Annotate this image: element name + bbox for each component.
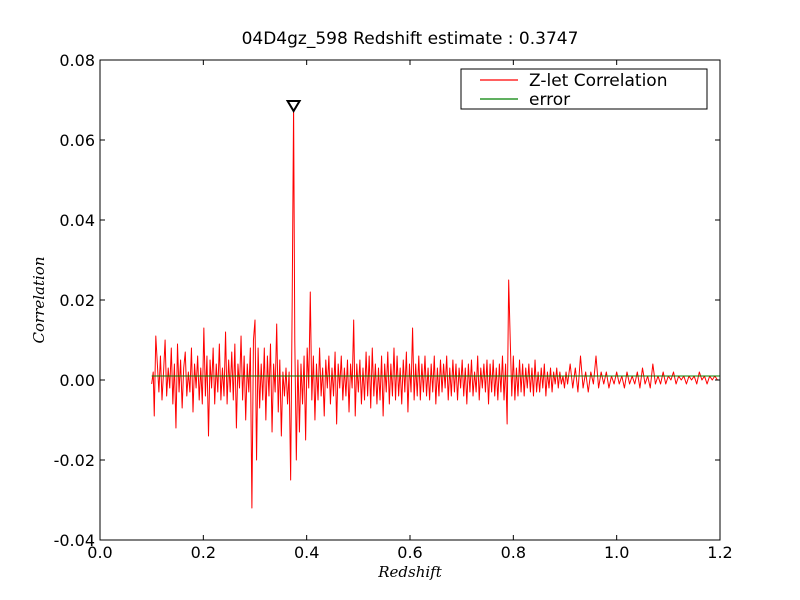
x-tick-label: 0.8 [501,543,526,562]
legend-label-error: error [529,90,570,110]
legend-label-correlation: Z-let Correlation [529,71,667,91]
legend-box [460,68,708,110]
series-layer [151,100,720,509]
chart-title: 04D4gz_598 Redshift estimate : 0.3747 [242,29,579,49]
y-tick-label: 0.02 [59,291,95,310]
y-tick-label: 0.00 [59,371,95,390]
y-tick-label: 0.04 [59,211,95,230]
y-tick-label: -0.02 [54,451,95,470]
x-tick-label: 0.6 [397,543,422,562]
series-line-correlation [151,105,720,509]
y-axis-label: Correlation [30,257,48,344]
y-tick-label: 0.06 [59,131,95,150]
x-tick-label: 1.0 [604,543,629,562]
y-tick-label: 0.08 [59,51,95,70]
x-tick-label: 1.2 [707,543,732,562]
x-axis-label: Redshift [377,563,442,581]
y-tick-label: -0.04 [54,531,95,550]
x-tick-label: 0.4 [294,543,319,562]
legend: Z-let Correlation error [460,68,708,110]
peak-marker [285,100,302,113]
x-tick-label: 0.2 [191,543,216,562]
ticks-layer: 0.0 0.2 0.4 0.6 0.8 1.0 1.2 -0.04 -0.02 0.00 0.02 0… [54,51,733,562]
x-tick-label: 0.0 [87,543,112,562]
